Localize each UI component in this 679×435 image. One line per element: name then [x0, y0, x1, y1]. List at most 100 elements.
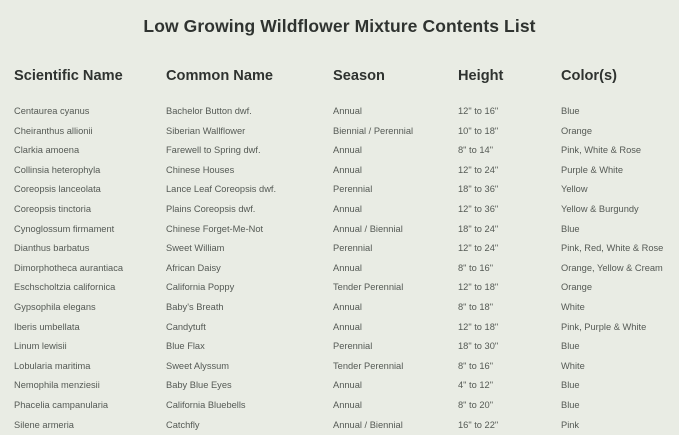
table-row: Coreopsis tinctoria Plains Coreopsis dwf… — [0, 200, 679, 220]
cell-scientific-name: Phacelia campanularia — [14, 396, 108, 416]
cell-height: 18" to 24" — [458, 220, 498, 240]
table-row: Phacelia campanularia California Bluebel… — [0, 396, 679, 416]
table-row: Dimorphotheca aurantiaca African Daisy A… — [0, 259, 679, 279]
cell-scientific-name: Nemophila menziesii — [14, 376, 100, 396]
cell-scientific-name: Silene armeria — [14, 416, 74, 435]
cell-common-name: Plains Coreopsis dwf. — [166, 200, 255, 220]
table-header-row: Scientific Name Common Name Season Heigh… — [0, 66, 679, 100]
cell-common-name: California Bluebells — [166, 396, 246, 416]
cell-height: 18" to 36" — [458, 180, 498, 200]
page-title: Low Growing Wildflower Mixture Contents … — [0, 16, 679, 37]
table-row: Nemophila menziesii Baby Blue Eyes Annua… — [0, 376, 679, 396]
cell-colors: Blue — [561, 376, 580, 396]
cell-height: 12" to 36" — [458, 200, 498, 220]
cell-colors: Blue — [561, 396, 580, 416]
cell-season: Annual — [333, 161, 362, 181]
cell-scientific-name: Centaurea cyanus — [14, 102, 89, 122]
cell-scientific-name: Lobularia maritima — [14, 357, 90, 377]
column-header-height: Height — [458, 66, 503, 86]
table-row: Coreopsis lanceolata Lance Leaf Coreopsi… — [0, 180, 679, 200]
cell-colors: White — [561, 357, 585, 377]
cell-height: 16" to 22" — [458, 416, 498, 435]
cell-height: 12" to 24" — [458, 161, 498, 181]
cell-season: Annual — [333, 396, 362, 416]
cell-common-name: Sweet William — [166, 239, 224, 259]
table-row: Clarkia amoena Farewell to Spring dwf. A… — [0, 141, 679, 161]
cell-height: 8" to 16" — [458, 259, 493, 279]
cell-season: Annual — [333, 376, 362, 396]
cell-height: 8" to 20" — [458, 396, 493, 416]
cell-height: 12" to 18" — [458, 318, 498, 338]
cell-height: 4" to 12" — [458, 376, 493, 396]
cell-scientific-name: Clarkia amoena — [14, 141, 79, 161]
cell-common-name: Bachelor Button dwf. — [166, 102, 252, 122]
cell-season: Annual — [333, 298, 362, 318]
cell-colors: Orange, Yellow & Cream — [561, 259, 663, 279]
cell-height: 8" to 16" — [458, 357, 493, 377]
contents-table: Scientific Name Common Name Season Heigh… — [0, 66, 679, 435]
cell-common-name: Candytuft — [166, 318, 206, 338]
cell-season: Tender Perennial — [333, 278, 403, 298]
cell-season: Annual — [333, 318, 362, 338]
table-body: Centaurea cyanus Bachelor Button dwf. An… — [0, 102, 679, 435]
column-header-common-name: Common Name — [166, 66, 273, 86]
cell-common-name: Chinese Forget-Me-Not — [166, 220, 263, 240]
cell-colors: Blue — [561, 220, 580, 240]
cell-season: Perennial — [333, 337, 372, 357]
column-header-season: Season — [333, 66, 385, 86]
cell-colors: Pink — [561, 416, 579, 435]
cell-common-name: Sweet Alyssum — [166, 357, 229, 377]
cell-scientific-name: Gypsophila elegans — [14, 298, 96, 318]
cell-season: Perennial — [333, 180, 372, 200]
cell-colors: White — [561, 298, 585, 318]
cell-colors: Pink, Purple & White — [561, 318, 646, 338]
cell-common-name: African Daisy — [166, 259, 221, 279]
cell-colors: Yellow — [561, 180, 588, 200]
cell-common-name: California Poppy — [166, 278, 234, 298]
table-row: Lobularia maritima Sweet Alyssum Tender … — [0, 357, 679, 377]
cell-scientific-name: Cheiranthus allionii — [14, 122, 93, 142]
cell-colors: Pink, Red, White & Rose — [561, 239, 663, 259]
table-row: Linum lewisii Blue Flax Perennial 18" to… — [0, 337, 679, 357]
cell-common-name: Farewell to Spring dwf. — [166, 141, 261, 161]
table-row: Centaurea cyanus Bachelor Button dwf. An… — [0, 102, 679, 122]
cell-colors: Orange — [561, 122, 592, 142]
cell-season: Tender Perennial — [333, 357, 403, 377]
cell-scientific-name: Eschscholtzia californica — [14, 278, 115, 298]
table-row: Cynoglossum firmament Chinese Forget-Me-… — [0, 220, 679, 240]
cell-common-name: Catchfly — [166, 416, 200, 435]
table-row: Dianthus barbatus Sweet William Perennia… — [0, 239, 679, 259]
cell-height: 8" to 18" — [458, 298, 493, 318]
cell-height: 10" to 18" — [458, 122, 498, 142]
cell-common-name: Siberian Wallflower — [166, 122, 245, 142]
cell-common-name: Chinese Houses — [166, 161, 234, 181]
cell-season: Biennial / Perennial — [333, 122, 413, 142]
cell-common-name: Baby's Breath — [166, 298, 224, 318]
cell-height: 12" to 16" — [458, 102, 498, 122]
cell-season: Annual — [333, 141, 362, 161]
cell-colors: Blue — [561, 102, 580, 122]
cell-scientific-name: Dianthus barbatus — [14, 239, 89, 259]
cell-season: Annual — [333, 259, 362, 279]
column-header-scientific-name: Scientific Name — [14, 66, 123, 86]
cell-season: Annual — [333, 102, 362, 122]
table-row: Eschscholtzia californica California Pop… — [0, 278, 679, 298]
column-header-colors: Color(s) — [561, 66, 617, 86]
cell-common-name: Blue Flax — [166, 337, 205, 357]
table-row: Cheiranthus allionii Siberian Wallflower… — [0, 122, 679, 142]
cell-scientific-name: Iberis umbellata — [14, 318, 80, 338]
table-row: Collinsia heterophyla Chinese Houses Ann… — [0, 161, 679, 181]
cell-common-name: Lance Leaf Coreopsis dwf. — [166, 180, 276, 200]
cell-scientific-name: Cynoglossum firmament — [14, 220, 114, 240]
cell-colors: Blue — [561, 337, 580, 357]
cell-season: Annual / Biennial — [333, 220, 403, 240]
table-row: Silene armeria Catchfly Annual / Biennia… — [0, 416, 679, 435]
cell-colors: Pink, White & Rose — [561, 141, 641, 161]
cell-height: 8" to 14" — [458, 141, 493, 161]
cell-scientific-name: Collinsia heterophyla — [14, 161, 100, 181]
cell-season: Perennial — [333, 239, 372, 259]
cell-colors: Purple & White — [561, 161, 623, 181]
cell-season: Annual — [333, 200, 362, 220]
cell-height: 12" to 18" — [458, 278, 498, 298]
table-row: Iberis umbellata Candytuft Annual 12" to… — [0, 318, 679, 338]
